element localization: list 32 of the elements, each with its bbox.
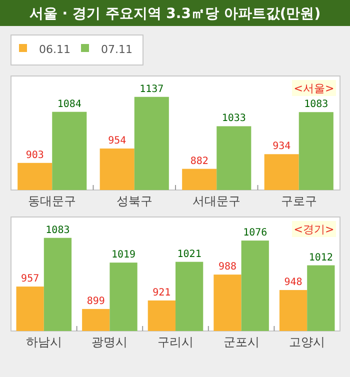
data-label: 934 xyxy=(272,141,291,152)
x-tick-label: 구로구 xyxy=(280,194,317,208)
x-tick-label: 군포시 xyxy=(223,335,260,349)
x-tick-label: 하남시 xyxy=(26,335,62,349)
x-tick-label: 동대문구 xyxy=(28,194,76,208)
data-label: 1083 xyxy=(46,224,70,236)
data-label: 1019 xyxy=(111,250,136,261)
annotation: <서울> xyxy=(294,82,334,95)
data-label: 1012 xyxy=(308,252,333,264)
data-label: 882 xyxy=(190,156,208,167)
x-tick-label: 서대문구 xyxy=(192,194,241,208)
x-tick-label: 구리시 xyxy=(158,335,194,349)
x-tick-label: 고양시 xyxy=(289,335,326,349)
data-label: 948 xyxy=(284,277,302,288)
data-label: 988 xyxy=(218,262,237,273)
data-label: 1033 xyxy=(222,113,246,124)
data-label: 1137 xyxy=(140,84,164,95)
x-tick-label: 성북구 xyxy=(116,194,152,208)
data-label: 1021 xyxy=(177,248,202,260)
data-label: 921 xyxy=(152,287,171,298)
x-tick-label: 광명시 xyxy=(92,335,128,349)
data-label: 899 xyxy=(86,296,105,307)
data-label: 1076 xyxy=(243,228,268,239)
data-label: 957 xyxy=(21,274,40,285)
data-label: 1084 xyxy=(57,98,82,110)
legend-label: 07.11 xyxy=(101,43,132,56)
chart-title: 서울 · 경기 주요지역 3.3㎡당 아파트값(만원) xyxy=(29,6,321,22)
data-label: 954 xyxy=(108,136,126,147)
legend-label: 06.11 xyxy=(39,43,70,56)
data-label: 903 xyxy=(26,150,44,161)
data-label: 1083 xyxy=(304,99,328,110)
annotation: <경기> xyxy=(294,223,334,236)
